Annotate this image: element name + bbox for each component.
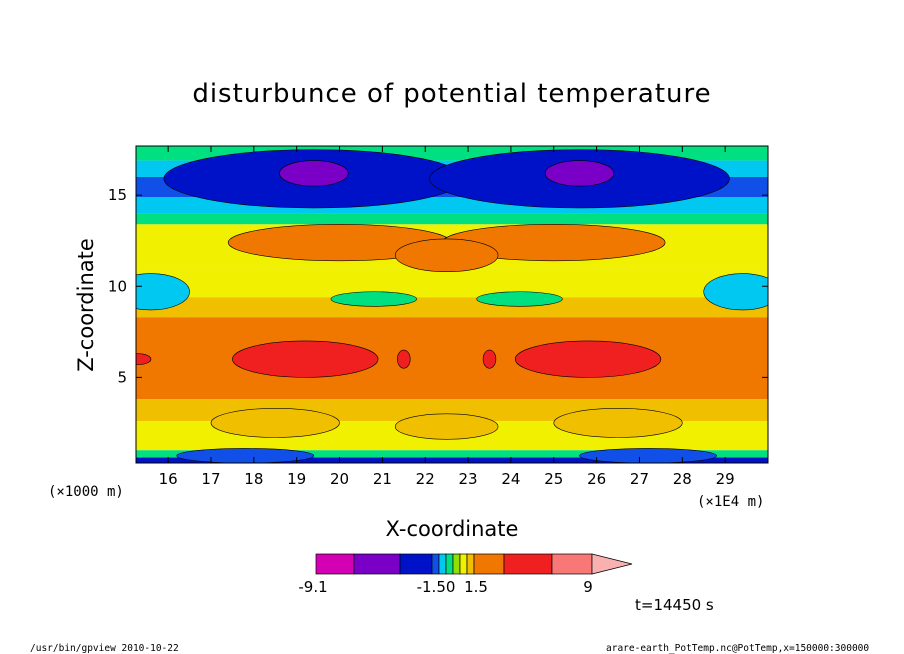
- colorbar-label-max: 9: [583, 578, 593, 596]
- cool-patch: [330, 291, 417, 307]
- x-tick-label: 27: [630, 470, 649, 488]
- colorbar-label-neg: -1.50: [417, 578, 456, 596]
- colorbar-swatch: [473, 553, 505, 575]
- lower-region: [553, 408, 683, 438]
- warm-core: [136, 353, 152, 365]
- contour-band: [136, 457, 768, 463]
- colorbar-swatch: [438, 553, 447, 575]
- colorbar-swatch: [353, 553, 401, 575]
- x-units-label: (×1E4 m): [697, 494, 764, 510]
- chart-title: disturbunce of potential temperature: [192, 79, 711, 109]
- x-tick-label: 17: [201, 470, 220, 488]
- y-units-label: (×1000 m): [48, 484, 124, 500]
- plot-frame: [135, 145, 769, 464]
- y-tick-label: 10: [108, 277, 127, 295]
- contour-band: [136, 213, 768, 225]
- contour-band: [136, 297, 768, 318]
- colorbar-swatch: [459, 553, 468, 575]
- surface-cold: [176, 448, 315, 463]
- x-axis-label: X-coordinate: [386, 517, 519, 541]
- colorbar-label-pos: 1.5: [464, 578, 488, 596]
- x-axis-ticks: 16 17 18 19 20 21 22 23 24 25 26 27 28 29: [159, 146, 735, 488]
- x-tick-label: 18: [244, 470, 263, 488]
- y-axis-ticks: 5 10 15: [108, 186, 768, 386]
- warm-core: [482, 349, 497, 369]
- footer-left: /usr/bin/gpview 2010-10-22: [30, 643, 179, 654]
- colorbar-swatch: [551, 553, 593, 575]
- negative-core-inner: [279, 160, 349, 187]
- colorbar: [315, 553, 633, 575]
- y-tick-label: 5: [117, 368, 127, 386]
- x-tick-label: 20: [330, 470, 349, 488]
- cool-patch: [136, 273, 190, 311]
- surface-cold: [579, 448, 717, 463]
- warm-core: [397, 349, 411, 369]
- time-annotation: t=14450 s: [635, 596, 714, 614]
- lower-region: [394, 413, 499, 440]
- colorbar-swatch: [431, 553, 440, 575]
- colorbar-swatch: [315, 553, 355, 575]
- contour-band: [136, 450, 768, 458]
- negative-core-inner: [544, 160, 615, 187]
- x-tick-label: 26: [587, 470, 606, 488]
- colorbar-swatch: [445, 553, 454, 575]
- colorbar-swatch: [452, 553, 461, 575]
- x-tick-label: 22: [416, 470, 435, 488]
- x-tick-label: 16: [159, 470, 178, 488]
- colorbar-swatch: [503, 553, 553, 575]
- contour-band: [136, 268, 768, 298]
- y-tick-label: 15: [108, 186, 127, 204]
- x-tick-label: 23: [459, 470, 478, 488]
- x-tick-label: 24: [501, 470, 520, 488]
- warm-core: [232, 340, 379, 378]
- colorbar-label-min: -9.1: [298, 578, 327, 596]
- contour-band: [136, 317, 768, 400]
- cool-patch: [476, 291, 563, 307]
- x-tick-label: 19: [287, 470, 306, 488]
- colorbar-extend-arrow: [591, 553, 633, 575]
- y-axis-label: Z-coordinate: [74, 238, 98, 372]
- lower-region: [210, 408, 340, 438]
- x-tick-label: 28: [673, 470, 692, 488]
- plot-area: [136, 146, 768, 463]
- x-tick-label: 29: [716, 470, 735, 488]
- x-tick-label: 25: [544, 470, 563, 488]
- positive-region: [394, 238, 499, 273]
- warm-core: [514, 340, 662, 378]
- colorbar-swatch: [466, 553, 475, 575]
- colorbar-swatch: [399, 553, 433, 575]
- x-tick-label: 21: [373, 470, 392, 488]
- footer-right: arare-earth_PotTemp.nc@PotTemp,x=150000:…: [606, 643, 869, 654]
- cool-patch: [703, 273, 768, 311]
